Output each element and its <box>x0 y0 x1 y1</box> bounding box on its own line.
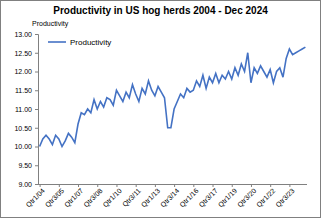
x-axis: Qtr1/04Qtr3/05Qtr1/07Qtr3/08Qtr1/10Qtr3/… <box>25 184 307 209</box>
x-tick: Qtr3/08 <box>82 184 104 209</box>
y-tick-mark <box>35 184 38 185</box>
y-tick-label: 11.50 <box>15 87 32 94</box>
chart-border <box>1 1 321 218</box>
plot-area <box>40 47 306 146</box>
y-axis-label: Productivity <box>32 20 69 28</box>
x-tick: Qtr3/11 <box>121 184 143 209</box>
x-tick: Qtr1/04 <box>25 184 47 209</box>
y-tick-mark <box>35 165 38 166</box>
x-tick: Qtr3/23 <box>274 184 296 209</box>
y-tick: 11.50 <box>15 87 38 94</box>
x-tick: Qtr1/19 <box>217 184 239 209</box>
x-tick-label: Qtr3/17 <box>197 187 219 209</box>
legend: Productivity <box>48 38 111 47</box>
y-tick-mark <box>35 53 38 54</box>
y-tick: 10.50 <box>14 124 38 131</box>
x-tick: Qtr1/22 <box>255 184 277 209</box>
x-tick: Qtr3/17 <box>197 184 219 209</box>
y-tick-mark <box>35 109 38 110</box>
x-tick-label: Qtr3/14 <box>159 187 181 209</box>
x-tick-label: Qtr3/11 <box>121 187 143 209</box>
y-axis: 9.00 9.50 10.00 10.50 11.00 11.50 12.00 12.50 13… <box>14 31 38 188</box>
y-tick-label: 12.50 <box>14 49 32 56</box>
x-tick: Qtr1/16 <box>178 184 200 209</box>
x-tick-label: Qtr3/05 <box>44 187 66 209</box>
y-tick: 11.00 <box>15 106 38 113</box>
x-tick-label: Qtr1/13 <box>140 187 162 209</box>
y-tick-mark <box>35 72 38 73</box>
title: Productivity in US hog herds 2004 - Dec … <box>53 5 268 16</box>
x-tick-label: Qtr1/07 <box>63 187 85 209</box>
y-tick-mark <box>35 34 38 35</box>
y-tick: 13.00 <box>14 31 38 38</box>
chart: Productivity in US hog herds 2004 - Dec … <box>0 0 321 218</box>
y-tick-mark <box>35 90 38 91</box>
x-tick: Qtr3/14 <box>159 184 181 209</box>
x-tick-label: Qtr1/16 <box>178 187 200 209</box>
x-tick: Qtr3/05 <box>44 184 66 209</box>
x-tick: Qtr1/10 <box>101 184 123 209</box>
y-tick: 12.00 <box>14 68 38 75</box>
x-tick-label: Qtr3/20 <box>236 187 258 209</box>
legend-swatch <box>48 41 66 43</box>
y-axis-line <box>35 35 39 185</box>
x-tick-label: Qtr3/08 <box>82 187 104 209</box>
y-tick-mark <box>35 128 38 129</box>
x-tick-label: Qtr1/04 <box>25 187 47 209</box>
y-tick: 9.00 <box>18 181 38 188</box>
y-tick: 9.50 <box>18 162 38 169</box>
y-tick: 10.00 <box>14 143 38 150</box>
x-tick: Qtr1/07 <box>63 184 85 209</box>
x-tick-label: Qtr1/19 <box>217 187 239 209</box>
y-tick: 12.50 <box>14 49 38 56</box>
y-tick-label: 9.50 <box>18 162 32 169</box>
x-tick: Qtr1/13 <box>140 184 162 209</box>
legend-label: Productivity <box>70 38 111 47</box>
x-tick-label: Qtr1/10 <box>101 187 123 209</box>
y-tick-label: 10.50 <box>14 124 32 131</box>
y-tick-label: 12.00 <box>14 68 32 75</box>
x-tick-label: Qtr1/22 <box>255 187 277 209</box>
series-line <box>40 47 306 146</box>
y-tick-label: 10.00 <box>14 143 32 150</box>
x-tick: Qtr3/20 <box>236 184 258 209</box>
y-tick-label: 13.00 <box>14 31 32 38</box>
y-tick-label: 11.00 <box>15 106 32 113</box>
y-tick-mark <box>35 147 38 148</box>
y-tick-label: 9.00 <box>18 181 32 188</box>
x-tick-label: Qtr3/23 <box>274 187 296 209</box>
